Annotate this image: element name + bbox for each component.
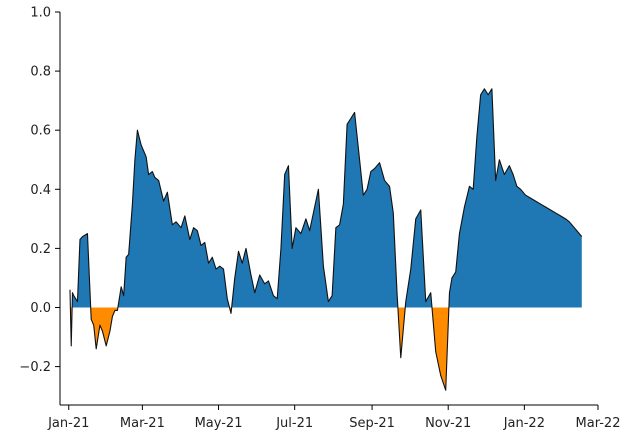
y-tick-label: 1.0: [30, 6, 51, 21]
y-tick-label: −0.2: [19, 360, 51, 375]
positive-area: [69, 88, 582, 308]
y-axis-ticks: −0.2 0.0 0.2 0.4 0.6 0.8 1.0: [19, 6, 60, 375]
y-tick-label: 0.0: [30, 301, 51, 316]
x-tick-label: Nov-21: [425, 416, 471, 431]
area-series: [69, 88, 583, 391]
y-tick-label: 0.4: [30, 183, 51, 198]
axes: [59, 12, 598, 406]
x-tick-label: Sep-21: [349, 416, 395, 431]
x-tick-label: May-21: [195, 416, 243, 431]
y-tick-label: 0.6: [30, 124, 51, 139]
series-line: [69, 88, 583, 391]
x-tick-label: Mar-21: [120, 416, 165, 431]
x-tick-label: Jan-21: [47, 416, 89, 431]
x-axis-ticks: Jan-21 Mar-21 May-21 Jul-21 Sep-21 Nov-21 Jan-…: [47, 405, 620, 431]
x-tick-label: Jan-22: [503, 416, 545, 431]
negative-area: [69, 307, 582, 391]
x-tick-label: Mar-22: [576, 416, 621, 431]
y-tick-label: 0.8: [30, 65, 51, 80]
x-tick-label: Jul-21: [275, 416, 313, 431]
y-tick-label: 0.2: [30, 242, 51, 257]
